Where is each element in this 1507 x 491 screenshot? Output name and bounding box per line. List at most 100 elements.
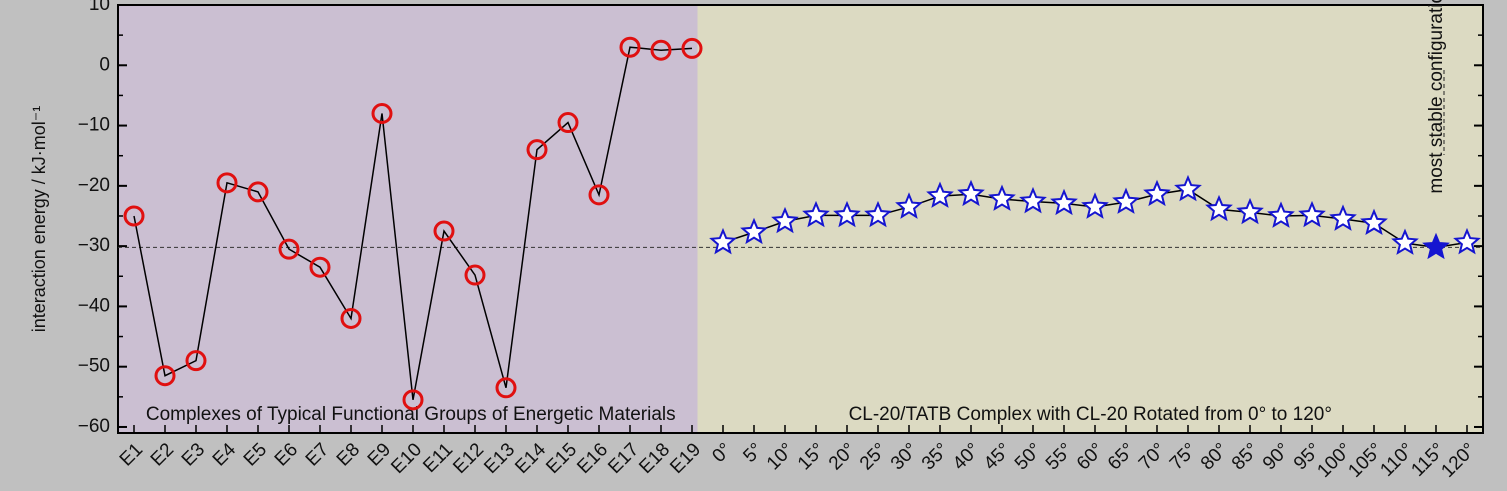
- point: [864, 200, 892, 228]
- y-tick-label: 10: [89, 0, 110, 15]
- x-tick-label: 50°: [1011, 439, 1046, 474]
- y-tick-label: −20: [78, 175, 110, 196]
- point: [154, 365, 176, 387]
- x-tick-label: E13: [480, 439, 519, 478]
- point: [185, 350, 207, 372]
- x-tick-label: 35°: [918, 439, 953, 474]
- point: [895, 192, 923, 219]
- point: [588, 184, 610, 206]
- x-tick-label: E14: [511, 439, 550, 478]
- x-tick-label: E4: [209, 439, 241, 471]
- x-tick-label: 115°: [1407, 439, 1449, 481]
- x-tick-label: 70°: [1135, 439, 1170, 474]
- region-label: CL-20/TATB Complex with CL-20 Rotated fr…: [849, 404, 1332, 425]
- point: [464, 264, 486, 286]
- x-tick-label: E7: [302, 439, 333, 470]
- x-tick-label: E15: [542, 439, 581, 478]
- x-tick-label: E3: [178, 439, 209, 470]
- x-tick-label: E16: [573, 439, 612, 478]
- point: [1174, 174, 1202, 202]
- x-tick-label: 10°: [763, 439, 798, 474]
- point: [402, 389, 424, 411]
- x-tick-label: E6: [271, 439, 302, 470]
- x-tick-label: E17: [604, 439, 643, 478]
- y-tick-label: −60: [78, 416, 110, 437]
- x-tick-label: 5°: [739, 439, 767, 467]
- point: [526, 139, 548, 161]
- point: [1081, 192, 1109, 219]
- point: [926, 181, 954, 208]
- point: [278, 238, 300, 260]
- point: [123, 205, 145, 227]
- point: [1019, 186, 1047, 214]
- point: [1329, 204, 1357, 231]
- x-tick-label: 40°: [949, 439, 984, 474]
- region: [697, 5, 1483, 433]
- y-axis-label: interaction energy / kJ·mol⁻¹: [29, 106, 49, 333]
- point: [495, 377, 517, 399]
- point: [1298, 200, 1326, 228]
- point: [340, 307, 362, 329]
- annotation: most stable configuration: [1426, 0, 1447, 194]
- x-tick-label: E12: [449, 439, 488, 478]
- point: [988, 184, 1016, 211]
- point: [619, 36, 641, 58]
- region: [118, 5, 704, 433]
- x-tick-label: 20°: [825, 439, 860, 474]
- point: [1267, 201, 1295, 228]
- point: [309, 256, 331, 278]
- plot-frame: [117, 4, 1484, 434]
- point: [650, 39, 672, 61]
- x-tick-label: E5: [240, 439, 271, 470]
- point: [216, 172, 238, 194]
- point: [247, 181, 269, 203]
- x-tick-label: 0°: [708, 439, 736, 467]
- x-tick-label: E19: [666, 439, 705, 478]
- x-tick-label: 110°: [1376, 439, 1418, 481]
- y-tick-label: −40: [78, 295, 110, 316]
- point: [957, 179, 985, 207]
- y-tick-label: −30: [78, 235, 110, 256]
- x-tick-label: E1: [116, 439, 147, 470]
- point: [1236, 197, 1264, 225]
- x-tick-label: 55°: [1042, 439, 1077, 474]
- point: [557, 112, 579, 134]
- x-tick-label: 120°: [1437, 439, 1480, 482]
- point: [1360, 208, 1388, 236]
- region-label: Complexes of Typical Functional Groups o…: [146, 404, 676, 425]
- x-tick-label: E11: [419, 439, 457, 477]
- point: [802, 200, 830, 228]
- x-tick-label: 85°: [1228, 439, 1263, 474]
- point: [740, 217, 768, 245]
- x-tick-label: 80°: [1197, 439, 1232, 474]
- x-tick-label: 25°: [856, 439, 891, 474]
- x-tick-label: 15°: [794, 439, 829, 474]
- x-tick-label: 45°: [980, 439, 1015, 474]
- point: [1453, 227, 1481, 255]
- point: [1391, 228, 1419, 255]
- point: [433, 220, 455, 242]
- y-tick-label: −10: [78, 115, 110, 136]
- point: [1205, 194, 1233, 222]
- point: [1050, 188, 1078, 216]
- point: [1422, 232, 1450, 260]
- y-tick-label: 0: [99, 54, 110, 75]
- x-tick-label: 60°: [1073, 439, 1108, 474]
- x-tick-label: 90°: [1259, 439, 1294, 474]
- point: [371, 103, 393, 125]
- x-tick-label: E2: [147, 439, 178, 470]
- point: [771, 206, 799, 234]
- x-tick-label: E18: [635, 439, 674, 478]
- y-tick-label: −50: [78, 356, 110, 377]
- x-tick-label: 30°: [887, 439, 922, 474]
- point: [833, 200, 861, 228]
- x-tick-label: E10: [387, 439, 426, 478]
- point: [1143, 179, 1171, 207]
- x-tick-label: E8: [333, 439, 364, 470]
- series-line: [133, 46, 693, 400]
- point: [1112, 187, 1140, 214]
- point: [681, 37, 703, 59]
- x-tick-label: 75°: [1166, 439, 1201, 474]
